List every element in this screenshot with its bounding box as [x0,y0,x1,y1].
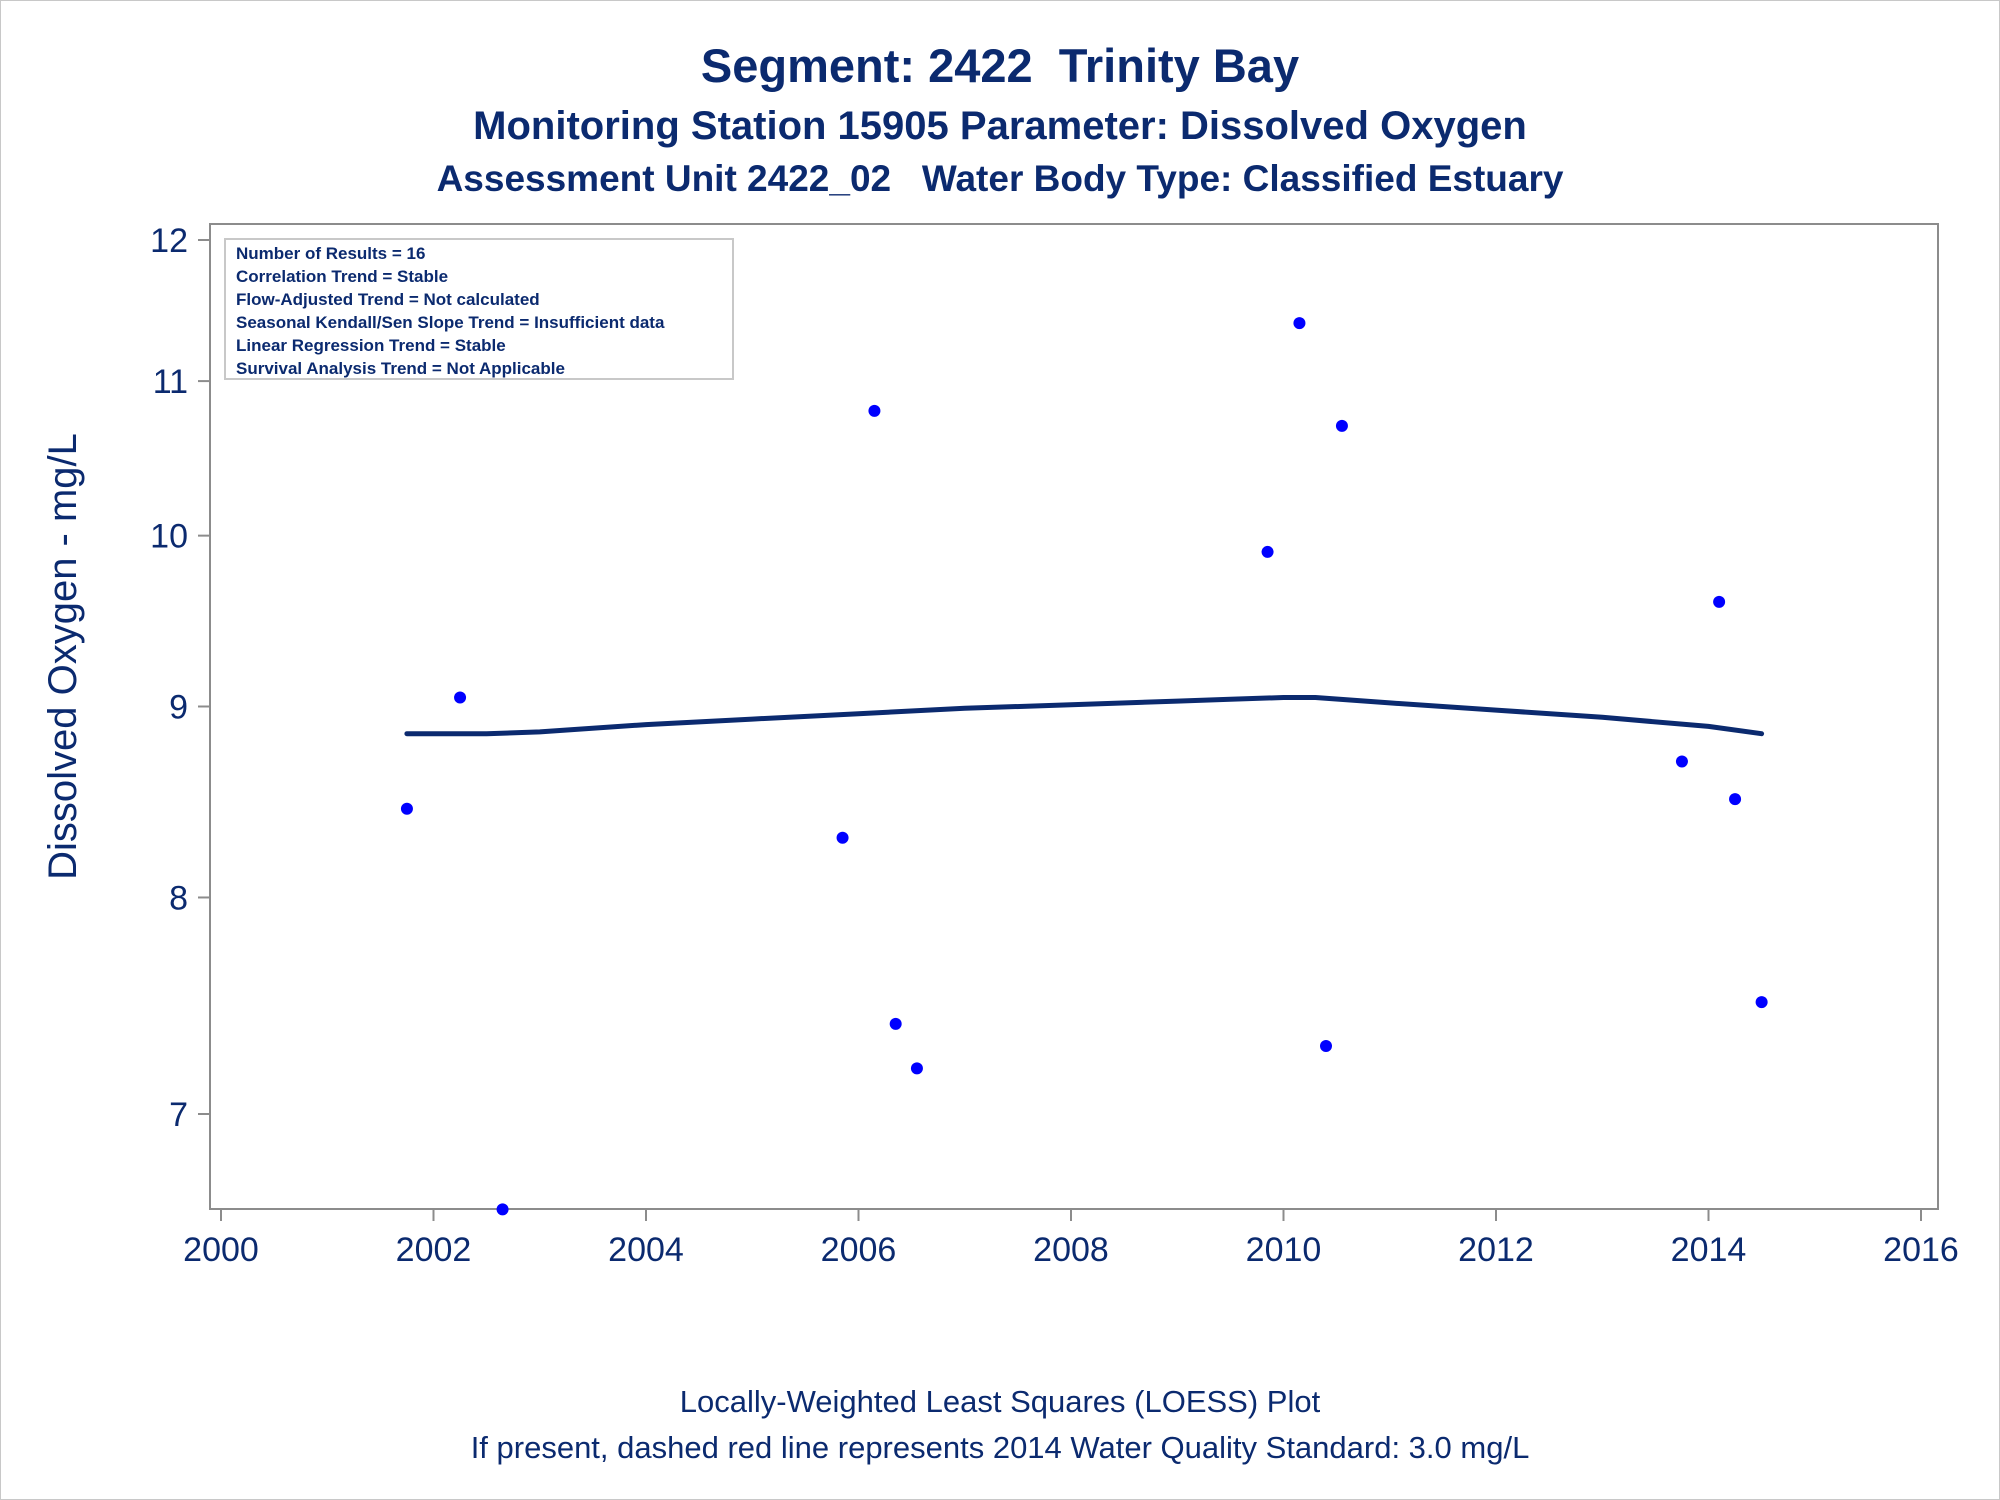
y-axis-label: Dissolved Oxygen - mg/L [41,433,85,880]
x-tick-label: 2004 [608,1231,684,1269]
data-point [496,1203,509,1216]
y-tick-label: 12 [150,222,188,260]
stats-line-seasonal-kendall: Seasonal Kendall/Sen Slope Trend = Insuf… [236,313,665,332]
data-point [868,404,881,417]
data-point [836,831,849,844]
data-point [889,1017,902,1030]
chart-subtitle-assessment: Assessment Unit 2422_02 Water Body Type:… [436,158,1564,199]
stats-line-results: Number of Results = 16 [236,244,426,263]
data-point [910,1062,923,1075]
footnote-loess: Locally-Weighted Least Squares (LOESS) P… [679,1384,1321,1419]
data-point [1261,545,1274,558]
x-tick-label: 2008 [1033,1231,1109,1269]
stats-box [224,238,734,380]
plot-frame [209,223,1939,1210]
data-point [1320,1039,1332,1052]
data-point [1755,996,1768,1009]
data-point [1675,755,1688,768]
y-tick-label: 11 [153,363,188,401]
x-tick-label: 2014 [1671,1231,1747,1269]
data-point [1713,595,1726,608]
stats-line-linear-regression: Linear Regression Trend = Stable [236,336,506,355]
x-tick-label: 2016 [1883,1231,1959,1269]
y-tick-label: 10 [150,518,188,556]
stats-line-flow-adjusted: Flow-Adjusted Trend = Not calculated [236,290,540,309]
stats-line-correlation: Correlation Trend = Stable [236,267,449,286]
x-tick-label: 2000 [183,1231,259,1269]
chart-subtitle-station: Monitoring Station 15905 Parameter: Diss… [473,104,1527,148]
data-point [1729,793,1742,806]
x-tick-label: 2006 [821,1231,897,1269]
data-point [1293,317,1306,330]
x-tick-label: 2002 [396,1231,472,1269]
data-point [400,802,413,815]
data-point [1335,419,1348,432]
x-tick-label: 2012 [1458,1231,1534,1269]
y-tick-label: 7 [169,1096,188,1134]
chart-title: Segment: 2422 Trinity Bay [700,39,1300,92]
y-tick-label: 8 [169,879,188,917]
loess-line [404,695,1765,737]
stats-line-survival: Survival Analysis Trend = Not Applicable [236,359,565,378]
data-point [454,691,467,704]
x-tick-label: 2010 [1246,1231,1322,1269]
y-tick-label: 9 [169,688,188,726]
footnote-standard: If present, dashed red line represents 2… [470,1430,1530,1465]
